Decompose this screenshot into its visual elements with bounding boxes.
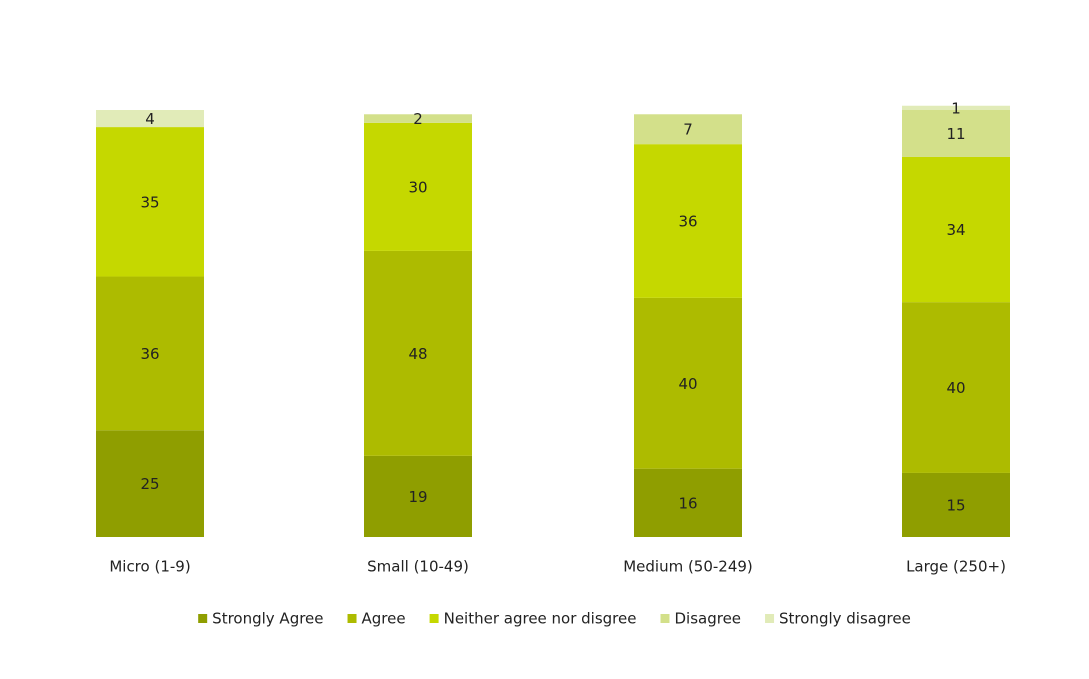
data-label: 16 bbox=[678, 494, 697, 512]
x-tick-label: Micro (1-9) bbox=[109, 558, 190, 576]
data-label: 34 bbox=[946, 221, 965, 239]
data-label: 2 bbox=[413, 110, 423, 128]
bar-segment bbox=[902, 302, 1010, 473]
bar-segment bbox=[364, 114, 472, 123]
data-label: 15 bbox=[946, 496, 965, 514]
bar-segment bbox=[902, 472, 1010, 537]
bar-segment bbox=[364, 455, 472, 537]
legend-swatch bbox=[765, 614, 775, 623]
bar-segment bbox=[364, 250, 472, 456]
data-label: 11 bbox=[946, 125, 965, 143]
legend-label: Agree bbox=[362, 610, 406, 628]
data-label: 36 bbox=[678, 213, 697, 231]
x-tick-label: Small (10-49) bbox=[367, 558, 469, 576]
x-tick-label: Medium (50-249) bbox=[623, 558, 753, 576]
legend-swatch bbox=[347, 614, 357, 623]
bar-segment bbox=[96, 110, 204, 128]
bar-segment bbox=[634, 468, 742, 537]
bar-segment bbox=[96, 430, 204, 537]
legend-label: Disagree bbox=[674, 610, 741, 628]
x-tick-label: Large (250+) bbox=[906, 558, 1006, 576]
data-label: 40 bbox=[946, 379, 965, 397]
legend-label: Strongly disagree bbox=[779, 610, 911, 628]
legend-swatch bbox=[660, 614, 670, 623]
bar-segment bbox=[634, 144, 742, 298]
legend-swatch bbox=[198, 614, 208, 623]
data-label: 4 bbox=[145, 110, 155, 128]
data-label: 19 bbox=[408, 488, 427, 506]
legend-label: Neither agree nor disgree bbox=[444, 610, 637, 628]
data-label: 36 bbox=[140, 345, 159, 363]
data-label: 48 bbox=[408, 345, 427, 363]
data-label: 1 bbox=[951, 99, 961, 117]
bar-segment bbox=[96, 127, 204, 277]
bar-segment bbox=[96, 276, 204, 431]
bar-segment bbox=[902, 105, 1010, 110]
bar-segment bbox=[634, 114, 742, 145]
data-label: 30 bbox=[408, 178, 427, 196]
bar-segment bbox=[902, 110, 1010, 157]
data-label: 25 bbox=[140, 475, 159, 493]
data-label: 35 bbox=[140, 193, 159, 211]
legend-label: Strongly Agree bbox=[212, 610, 323, 628]
bar-segment bbox=[364, 122, 472, 251]
legend-swatch bbox=[429, 614, 439, 623]
bar-segment bbox=[902, 156, 1010, 303]
data-label: 7 bbox=[683, 121, 693, 139]
data-label: 40 bbox=[678, 375, 697, 393]
bar-segment bbox=[634, 297, 742, 469]
